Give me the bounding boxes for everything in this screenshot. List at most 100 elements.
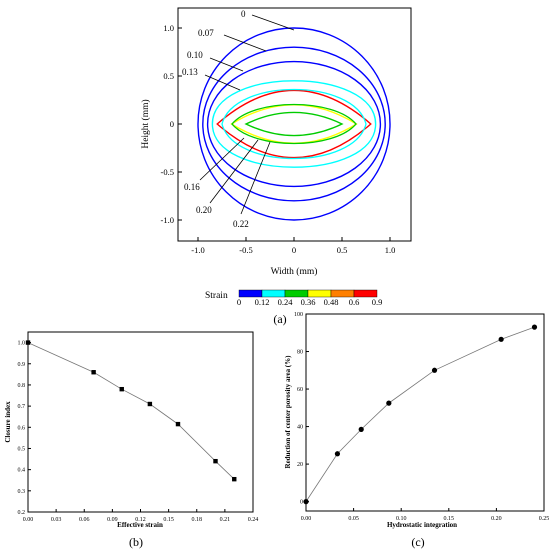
contour-line-0.07 [202, 46, 386, 202]
contour-leader-line [240, 141, 271, 215]
closure-x-tick-label: 0.12 [135, 517, 146, 523]
closure-x-axis-label: Effective strain [117, 521, 163, 529]
closure-y-tick-label: 0.2 [18, 510, 26, 516]
colorbar-tick-label: 0.48 [324, 297, 339, 307]
contour-leader-line [209, 139, 259, 204]
contour-leader-line [199, 137, 245, 181]
contour-level-label: 0.10 [187, 50, 203, 60]
porosity-y-tick-label: 0 [300, 500, 303, 506]
porosity-x-tick-label: 0.20 [491, 516, 502, 522]
closure-y-tick-label: 0.3 [18, 489, 26, 495]
porosity-y-axis-label: Reduction of center porosity area (%) [284, 355, 292, 469]
porosity-data-point [386, 400, 392, 406]
closure-x-tick-label: 0.18 [192, 517, 203, 523]
contour-y-tick-label: 0 [170, 119, 174, 129]
contour-y-tick-label: 0.5 [163, 71, 174, 81]
contour-line-0.16 [216, 89, 372, 159]
closure-data-point [91, 370, 96, 375]
porosity-data-point [334, 451, 341, 457]
contour-x-tick-label: 0 [292, 245, 296, 255]
porosity-chart-frame [305, 313, 545, 512]
colorbar-swatch [353, 289, 378, 298]
colorbar-swatch [261, 289, 286, 298]
contour-leader-line [209, 57, 244, 72]
porosity-y-tick-label: 80 [297, 350, 303, 356]
closure-x-tick-label: 0.15 [163, 517, 174, 523]
colorbar-swatch [284, 289, 309, 298]
contour-x-tick-label: -0.5 [239, 245, 252, 255]
colorbar-tick-label: 0 [237, 297, 241, 307]
colorbar: Strain 0 0.12 0.24 0.36 0.48 0.6 0.9 [205, 289, 383, 307]
contour-level-label: 0.13 [182, 67, 198, 77]
contour-level-label: 0 [241, 9, 246, 19]
colorbar-tick-label: 0.12 [255, 297, 270, 307]
closure-index-chart: 0.00 0.03 0.06 0.09 0.12 0.15 0.18 0.21 0.24 1.0 0… [4, 331, 259, 529]
contour-level-label: 0.20 [196, 205, 212, 215]
porosity-x-tick-label: 0.15 [444, 516, 455, 522]
colorbar-tick-label: 0.24 [278, 297, 294, 307]
porosity-x-tick-label: 0.00 [301, 516, 312, 522]
contour-leader-line [223, 34, 267, 52]
closure-x-tick-label: 0.03 [51, 517, 62, 523]
closure-data-point [119, 386, 124, 392]
colorbar-title: Strain [205, 291, 228, 301]
contour-y-tick-label: -1.0 [161, 215, 174, 225]
closure-x-tick-label: 0.00 [23, 517, 34, 523]
contour-leader-line [251, 14, 295, 31]
contour-band-cyan [221, 89, 367, 159]
porosity-x-tick-label: 0.05 [348, 516, 359, 522]
closure-x-tick-label: 0.24 [248, 517, 259, 523]
colorbar-swatch [307, 289, 332, 298]
closure-y-tick-label: 0.8 [18, 383, 26, 389]
contour-x-axis-label: Width (mm) [271, 266, 318, 277]
closure-y-tick-label: 0.4 [18, 468, 26, 474]
closure-y-tick-label: 0.7 [18, 404, 26, 410]
porosity-reduction-chart: 0.00 0.05 0.10 0.15 0.20 0.25 100 80 60 40 20 0 Hyd… [284, 312, 549, 529]
contour-y-tick-label: 1.0 [163, 23, 174, 33]
porosity-series-line [305, 326, 535, 502]
panel-label-b: (b) [129, 535, 143, 549]
porosity-data-point [531, 324, 538, 330]
panel-label-c: (c) [411, 535, 424, 549]
porosity-y-tick-label: 20 [297, 462, 303, 468]
porosity-x-tick-label: 0.10 [396, 516, 407, 522]
closure-y-axis-label: Closure index [4, 401, 12, 443]
contour-plot: -1.0 -0.5 0 0.5 1.0 1.0 0.5 0 -0.5 -1.0 0 0.07 0.10… [140, 7, 412, 277]
porosity-y-tick-label: 60 [297, 387, 303, 393]
porosity-x-tick-label: 0.25 [539, 516, 550, 522]
closure-x-tick-label: 0.21 [220, 517, 231, 523]
porosity-data-point [358, 426, 364, 432]
colorbar-tick-label: 0.6 [349, 297, 360, 307]
contour-band-green [231, 103, 357, 145]
contour-line-0.13 [211, 80, 377, 168]
contour-level-label: 0.22 [233, 219, 249, 229]
colorbar-swatch [330, 289, 355, 298]
closure-x-tick-label: 0.06 [79, 517, 90, 523]
colorbar-tick-label: 0.36 [301, 297, 316, 307]
contour-line-0 [197, 27, 391, 221]
contour-y-axis-label: Height (mm) [140, 99, 151, 148]
panel-label-a: (a) [273, 312, 286, 326]
closure-y-tick-label: 0.6 [18, 425, 26, 431]
closure-y-tick-label: 0.5 [18, 446, 26, 452]
contour-x-tick-label: -1.0 [191, 245, 204, 255]
colorbar-tick-label: 0.9 [372, 297, 383, 307]
contour-leader-line [204, 74, 241, 91]
contour-line-0.22 [244, 111, 344, 137]
closure-series-line [27, 342, 235, 480]
porosity-data-point [498, 336, 504, 342]
closure-data-point [213, 458, 218, 464]
porosity-data-point [303, 499, 309, 505]
contour-y-tick-label: -0.5 [161, 167, 174, 177]
porosity-data-point [431, 367, 438, 373]
porosity-y-tick-label: 40 [297, 425, 303, 431]
contour-level-label: 0.16 [184, 182, 200, 192]
closure-data-point [147, 401, 153, 407]
closure-chart-frame [27, 331, 254, 513]
porosity-x-axis-label: Hydrostatic integration [387, 521, 457, 529]
contour-level-label: 0.07 [198, 28, 214, 38]
closure-data-point [232, 476, 237, 482]
closure-y-tick-label: 0.9 [18, 362, 26, 368]
closure-y-tick-label: 1.0 [18, 341, 26, 347]
